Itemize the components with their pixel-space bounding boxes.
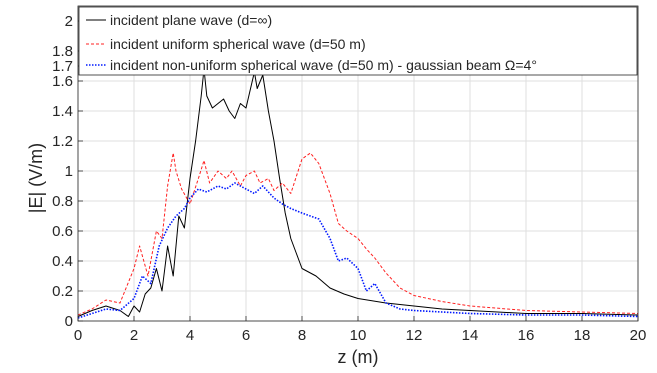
series-line-non-uniform-spherical [77, 182, 639, 319]
x-tick-label: 4 [186, 327, 194, 344]
x-tick-label: 16 [518, 327, 535, 344]
y-axis-title: |E| (V/m) [26, 143, 46, 213]
legend-box [78, 6, 638, 76]
x-tick-label: 2 [130, 327, 138, 344]
y-tick-label: 0.8 [52, 193, 73, 210]
x-tick-label: 10 [350, 327, 367, 344]
y-tick-label: 0 [65, 313, 73, 330]
y-tick-label: 1.4 [52, 103, 73, 120]
y-tick-label: 1.7 [52, 58, 73, 75]
x-tick-label: 14 [462, 327, 479, 344]
legend-label-uniform-spherical: incident uniform spherical wave (d=50 m) [110, 36, 366, 52]
series-line-uniform-spherical [77, 152, 639, 316]
x-tick-label: 0 [74, 327, 82, 344]
y-tick-label: 0.6 [52, 223, 73, 240]
x-axis-title: z (m) [338, 347, 379, 367]
y-axis-ticks: 0 0.2 0.4 0.6 0.8 1 1.2 1.4 1.61.71.8 2 [52, 13, 83, 330]
legend-label-non-uniform-spherical: incident non-uniform spherical wave (d=5… [110, 57, 537, 73]
series-layer [77, 68, 639, 319]
x-tick-label: 12 [406, 327, 423, 344]
x-tick-label: 18 [574, 327, 591, 344]
series-line-plane-wave [77, 68, 639, 317]
legend: incident plane wave (d=∞) incident unifo… [78, 6, 638, 76]
y-tick-label: 0.2 [52, 283, 73, 300]
x-axis-ticks: 0 2 4 6 8 10 12 14 16 18 20 [74, 316, 647, 344]
y-tick-label: 0.4 [52, 253, 73, 270]
y-tick-label: 1.2 [52, 133, 73, 150]
x-tick-label: 6 [242, 327, 250, 344]
y-tick-label: 1 [65, 163, 73, 180]
x-tick-label: 20 [630, 327, 647, 344]
y-tick-label: 2 [65, 13, 73, 30]
x-tick-label: 8 [298, 327, 306, 344]
y-tick-label: 1.6 [52, 73, 73, 90]
y-tick-label: 1.8 [52, 43, 73, 60]
legend-label-plane-wave: incident plane wave (d=∞) [110, 12, 272, 28]
